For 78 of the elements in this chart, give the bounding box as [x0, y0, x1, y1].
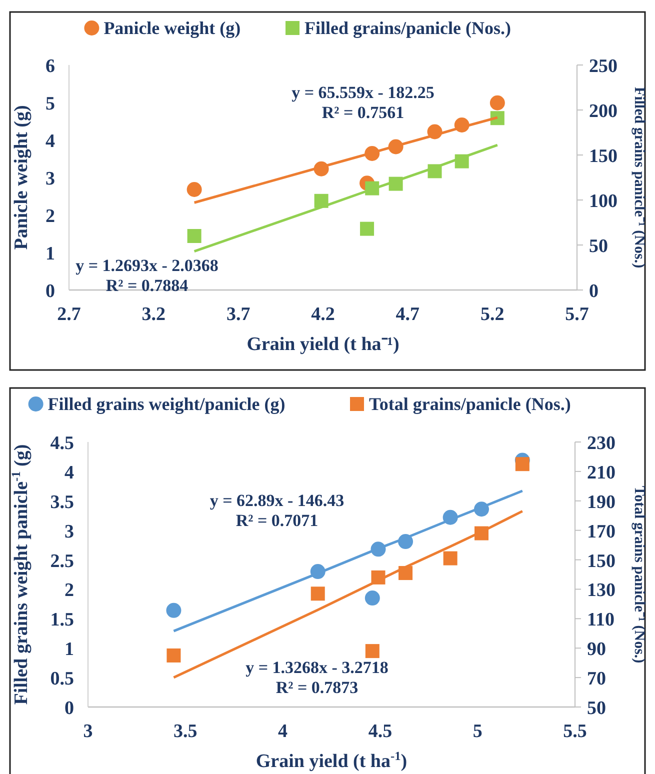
x-tick-label: 3.2: [142, 304, 166, 325]
point: [490, 111, 504, 126]
point: [443, 551, 458, 566]
y-tick-label: 3: [64, 521, 74, 542]
y2-tick-label: 100: [589, 191, 618, 212]
y-tick-label: 2: [64, 580, 74, 602]
y-tick-label: 6: [46, 56, 55, 77]
y2-tick-label: 190: [587, 492, 616, 513]
y-tick-label: 3: [46, 168, 55, 190]
x-tick-label: 3.5: [174, 721, 198, 742]
y-tick-label: 4.5: [50, 433, 74, 454]
y2-tick-label: 130: [587, 580, 616, 602]
y-tick-label: 1.5: [50, 610, 74, 631]
y2-axis-title: Total grains panicle⁻¹ (Nos.): [631, 486, 647, 664]
annotation: R² = 0.7071: [236, 511, 318, 530]
x-tick-label: 3.7: [226, 304, 251, 325]
y2-tick-label: 90: [587, 639, 606, 660]
annotation: R² = 0.7561: [322, 103, 404, 122]
y-tick-label: 2.5: [50, 550, 74, 572]
y-tick-label: 5: [46, 94, 55, 114]
y-tick-label: 2: [46, 206, 55, 227]
legend-label: Filled grains weight/panicle (g): [48, 394, 286, 414]
y2-tick-label: 50: [589, 236, 608, 257]
y2-tick-label: 110: [587, 610, 614, 631]
x-tick-label: 4.5: [368, 721, 392, 742]
y2-tick-label: 250: [589, 56, 618, 77]
x-axis-title: Grain yield (t ha$^{-1}$): [256, 749, 408, 772]
point: [490, 95, 505, 110]
y2-tick-label: 70: [587, 668, 606, 690]
y-tick-label: 1: [64, 639, 74, 660]
y2-tick-label: 200: [589, 101, 618, 122]
point: [365, 644, 380, 658]
legend-label: Filled grains/panicle (Nos.): [304, 18, 512, 38]
x-tick-label: 3: [83, 721, 93, 742]
y2-tick-label: 0: [589, 281, 598, 302]
y2-tick-label: 230: [587, 433, 616, 454]
y2-axis-title: Filled grains panicle⁻¹ (Nos.): [631, 86, 647, 268]
annotation: R² = 0.7884: [106, 276, 189, 295]
x-tick-label: 4: [278, 721, 288, 742]
x-tick-label: 5.2: [480, 304, 504, 325]
line-series: [172, 490, 524, 632]
y-tick-label: 0: [46, 281, 55, 302]
point: [310, 586, 325, 601]
annotation: y = 62.89x - 146.43: [210, 491, 344, 510]
annotation: y = 65.559x - 182.25: [292, 83, 434, 102]
y-tick-label: 3.5: [50, 492, 74, 513]
y2-tick-label: 170: [587, 521, 616, 542]
point: [186, 182, 202, 197]
x-tick-label: 4.2: [311, 304, 335, 325]
annotation: y = 1.2693x - 2.0368: [76, 256, 218, 275]
y2-tick-label: 210: [587, 462, 616, 484]
y-tick-label: 0.5: [50, 668, 74, 690]
x-tick-label: 5.5: [563, 721, 587, 742]
x-tick-label: 5: [472, 721, 482, 742]
y-tick-label: 4: [64, 462, 74, 484]
x-tick-label: 2.7: [57, 304, 82, 325]
y2-tick-label: 150: [587, 550, 616, 572]
point: [166, 602, 182, 618]
line-series: [193, 144, 499, 253]
legend-label: Panicle weight (g): [104, 18, 241, 38]
y2-tick-label: 150: [589, 146, 618, 167]
x-tick-label: 5.7: [565, 304, 590, 325]
point: [166, 648, 181, 662]
y-tick-label: 0: [64, 698, 74, 719]
y2-tick-label: 50: [587, 698, 606, 719]
point: [364, 590, 380, 606]
annotation: R² = 0.7873: [276, 678, 358, 697]
point: [360, 222, 374, 236]
point: [187, 229, 202, 243]
x-axis-title: Grain yield (t ha⁻¹): [246, 334, 400, 355]
line-series: [172, 510, 524, 679]
legend-label: Total grains/panicle (Nos.): [369, 394, 571, 414]
y-tick-label: 4: [46, 131, 56, 152]
annotation: y = 1.3268x - 3.2718: [246, 658, 388, 677]
y-axis-title: Panicle weight (g): [11, 105, 32, 250]
x-tick-label: 4.7: [396, 304, 420, 325]
y-tick-label: 1: [46, 244, 55, 264]
point: [515, 457, 530, 472]
